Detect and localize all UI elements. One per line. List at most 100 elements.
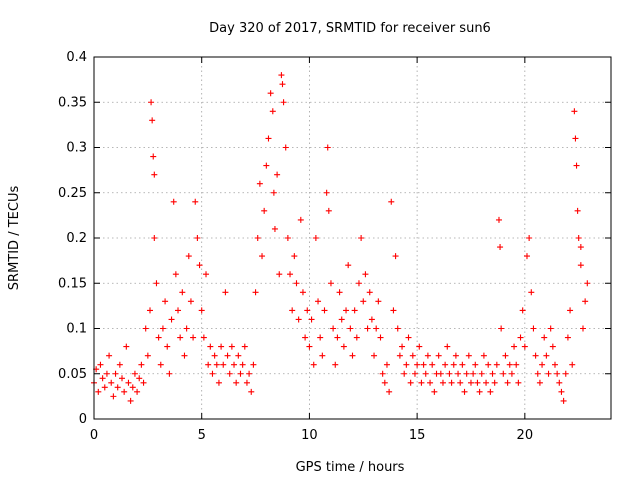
- data-point: [187, 298, 194, 305]
- data-point: [267, 90, 274, 97]
- data-point: [572, 135, 579, 142]
- data-point: [407, 379, 414, 386]
- data-point: [218, 343, 225, 350]
- data-point: [254, 235, 261, 241]
- data-point: [444, 343, 451, 350]
- data-point: [457, 379, 464, 386]
- data-point: [526, 235, 533, 241]
- data-point: [116, 361, 123, 368]
- data-point: [480, 352, 487, 359]
- x-tick-label: 0: [90, 428, 98, 443]
- data-point: [125, 379, 132, 386]
- data-point: [360, 298, 367, 305]
- data-point: [241, 343, 248, 350]
- data-point: [200, 334, 207, 341]
- data-point: [539, 361, 546, 368]
- x-tick-label: 20: [517, 428, 534, 443]
- data-point: [493, 361, 500, 368]
- data-point: [289, 307, 296, 314]
- data-point: [263, 162, 270, 169]
- data-point: [142, 325, 149, 332]
- data-point: [336, 289, 343, 296]
- data-point: [472, 361, 479, 368]
- data-point: [429, 361, 436, 368]
- data-point: [502, 352, 509, 359]
- data-point: [252, 289, 259, 296]
- data-point: [323, 189, 330, 196]
- data-point: [476, 388, 483, 395]
- data-point: [489, 370, 496, 377]
- data-point: [355, 280, 362, 287]
- data-point: [134, 388, 141, 395]
- data-point: [517, 334, 524, 341]
- data-point: [371, 352, 378, 359]
- y-tick-label: 0.4: [66, 50, 87, 65]
- data-point: [439, 379, 446, 386]
- data-point: [427, 379, 434, 386]
- data-point: [577, 244, 584, 251]
- data-point: [536, 379, 543, 386]
- data-point: [470, 370, 477, 377]
- data-point: [293, 280, 300, 287]
- data-point: [280, 99, 287, 106]
- data-point: [112, 370, 119, 377]
- data-point: [119, 375, 126, 382]
- data-point: [343, 307, 350, 314]
- data-point: [463, 370, 470, 377]
- data-point: [203, 271, 210, 278]
- data-point: [250, 361, 257, 368]
- data-point: [103, 370, 110, 377]
- data-point: [114, 384, 121, 391]
- data-point: [224, 352, 231, 359]
- data-point: [123, 343, 130, 350]
- data-point: [551, 361, 558, 368]
- data-point: [192, 198, 199, 205]
- data-point: [151, 171, 158, 178]
- data-point: [310, 361, 317, 368]
- data-point: [422, 370, 429, 377]
- data-point: [196, 262, 203, 269]
- data-point: [485, 361, 492, 368]
- y-tick-label: 0.2: [66, 231, 87, 246]
- data-point: [513, 361, 520, 368]
- data-point: [243, 379, 250, 386]
- data-point: [396, 352, 403, 359]
- data-point: [519, 307, 526, 314]
- data-point: [388, 198, 395, 205]
- plot-frame: [93, 56, 612, 420]
- data-point: [465, 352, 472, 359]
- data-point: [390, 307, 397, 314]
- data-point: [521, 343, 528, 350]
- data-point: [194, 235, 201, 241]
- data-point: [461, 388, 468, 395]
- data-point: [183, 325, 190, 332]
- y-tick-label: 0.3: [66, 141, 87, 156]
- data-point: [284, 235, 291, 241]
- data-point: [179, 289, 186, 296]
- data-point: [498, 325, 505, 332]
- data-point: [500, 370, 507, 377]
- data-point: [276, 271, 283, 278]
- data-point: [506, 361, 513, 368]
- data-point: [324, 144, 331, 151]
- data-point: [269, 108, 276, 115]
- data-point: [304, 307, 311, 314]
- data-point: [511, 343, 518, 350]
- data-point: [414, 361, 421, 368]
- data-point: [312, 235, 319, 241]
- data-point: [573, 162, 580, 169]
- data-point: [574, 207, 581, 214]
- data-point: [327, 280, 334, 287]
- data-point: [534, 370, 541, 377]
- data-point: [448, 379, 455, 386]
- data-point: [577, 262, 584, 269]
- data-point: [159, 325, 166, 332]
- x-axis-label: GPS time / hours: [296, 460, 405, 475]
- data-point: [543, 352, 550, 359]
- data-point: [409, 352, 416, 359]
- data-point: [319, 352, 326, 359]
- data-point: [261, 207, 268, 214]
- data-point: [215, 379, 222, 386]
- data-point: [373, 325, 380, 332]
